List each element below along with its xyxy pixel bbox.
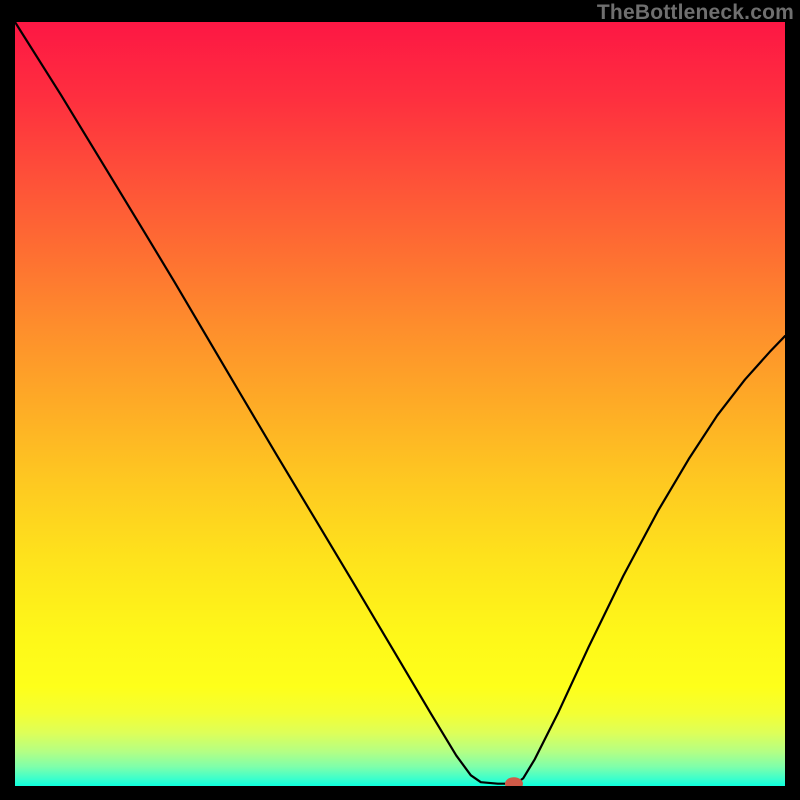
- plot-svg: [15, 22, 785, 786]
- gradient-background: [15, 22, 785, 786]
- chart-frame: TheBottleneck.com: [0, 0, 800, 800]
- plot-area: [15, 22, 785, 786]
- watermark-text: TheBottleneck.com: [597, 1, 794, 25]
